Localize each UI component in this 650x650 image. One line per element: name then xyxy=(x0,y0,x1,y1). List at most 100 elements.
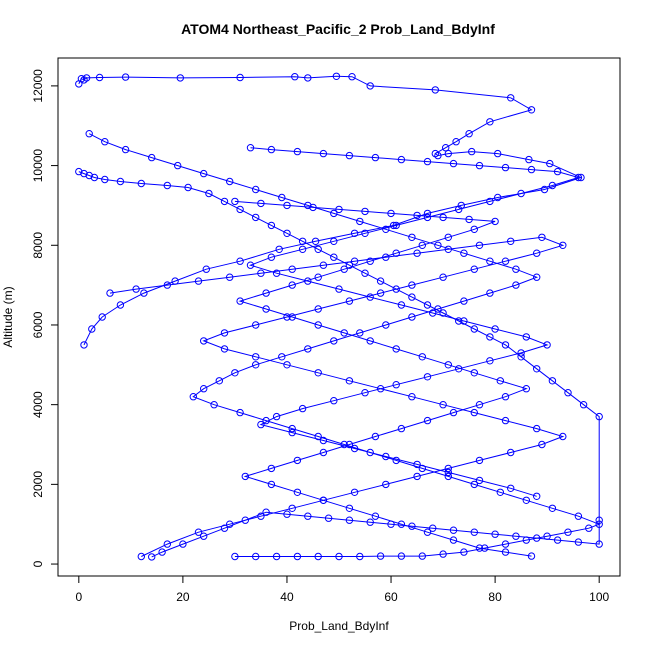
data-point xyxy=(439,550,447,558)
data-point xyxy=(366,518,374,526)
data-point xyxy=(444,245,452,254)
data-point xyxy=(501,341,510,349)
series-line xyxy=(78,75,583,346)
x-tick-label: 100 xyxy=(589,590,609,604)
data-point xyxy=(460,249,468,257)
data-point xyxy=(512,532,520,540)
data-point xyxy=(439,273,447,281)
data-point xyxy=(444,233,452,242)
y-tick-label: 10000 xyxy=(31,149,45,183)
data-point xyxy=(486,197,494,206)
data-point xyxy=(491,217,499,226)
data-point xyxy=(423,301,432,309)
data-point xyxy=(236,73,244,82)
data-point xyxy=(309,203,317,212)
data-point xyxy=(184,183,192,192)
data-point xyxy=(324,514,333,522)
data-point xyxy=(470,408,478,417)
data-point xyxy=(444,361,452,369)
data-point xyxy=(442,144,450,152)
data-point xyxy=(332,72,341,81)
data-point xyxy=(413,249,421,257)
data-point xyxy=(494,149,502,158)
data-point xyxy=(376,385,385,393)
data-point xyxy=(293,488,302,496)
x-tick-label: 60 xyxy=(384,590,398,604)
data-point xyxy=(298,237,307,246)
data-point xyxy=(189,393,198,401)
data-point xyxy=(496,377,504,385)
x-axis-label: Prob_Land_BdyInf xyxy=(289,619,389,633)
data-point xyxy=(501,163,510,172)
data-point xyxy=(283,201,291,210)
data-point xyxy=(392,345,400,353)
data-point xyxy=(382,480,390,489)
data-point xyxy=(486,357,494,365)
y-tick-label: 2000 xyxy=(31,471,45,498)
data-point xyxy=(418,353,426,361)
series-line xyxy=(88,133,601,557)
data-point xyxy=(366,448,374,457)
data-point xyxy=(423,213,432,222)
data-point xyxy=(574,538,583,546)
data-point xyxy=(220,197,229,206)
data-point xyxy=(361,389,369,397)
data-point xyxy=(501,540,510,548)
data-point xyxy=(475,161,484,170)
data-point xyxy=(486,333,494,341)
data-point xyxy=(257,199,265,208)
data-point xyxy=(392,381,400,389)
data-point xyxy=(486,289,494,297)
data-point xyxy=(314,305,322,313)
data-point xyxy=(408,313,416,321)
data-point xyxy=(507,237,515,246)
data-point xyxy=(275,245,283,254)
data-point xyxy=(246,261,255,269)
data-point xyxy=(304,201,312,210)
data-point xyxy=(200,532,208,540)
data-point xyxy=(340,265,348,273)
data-point xyxy=(210,401,218,409)
series-line xyxy=(109,236,565,557)
data-point xyxy=(121,73,130,81)
data-point xyxy=(278,193,286,202)
data-point xyxy=(288,504,296,512)
data-point xyxy=(525,155,533,164)
data-point xyxy=(491,325,499,333)
data-point xyxy=(564,528,572,536)
data-point xyxy=(348,73,356,81)
data-point xyxy=(512,281,520,289)
data-point xyxy=(475,241,484,250)
data-point xyxy=(475,476,484,485)
data-point xyxy=(304,74,312,82)
data-point xyxy=(361,229,369,238)
data-point xyxy=(350,444,359,453)
data-point xyxy=(553,167,562,176)
data-point xyxy=(350,488,359,496)
data-point xyxy=(418,464,426,473)
data-point xyxy=(314,321,322,329)
data-point xyxy=(533,492,541,500)
data-point xyxy=(517,353,525,361)
data-point xyxy=(595,520,603,528)
data-point xyxy=(538,233,546,242)
data-point xyxy=(267,221,276,230)
data-point xyxy=(522,333,530,341)
data-series xyxy=(85,130,603,561)
data-point xyxy=(574,512,583,520)
data-point xyxy=(475,456,484,465)
chart-title: ATOM4 Northeast_Pacific_2 Prob_Land_BdyI… xyxy=(181,21,495,37)
data-point xyxy=(501,548,510,556)
y-axis: 0 2000 4000 6000 8000 10000 12000 xyxy=(31,69,59,567)
data-point xyxy=(231,552,239,561)
data-point xyxy=(501,416,510,425)
data-point xyxy=(418,552,426,560)
data-point xyxy=(163,540,172,548)
data-point xyxy=(533,424,541,433)
data-point xyxy=(470,325,478,333)
data-point xyxy=(350,257,359,265)
data-point xyxy=(262,289,270,297)
data-point xyxy=(200,169,208,178)
data-point xyxy=(340,329,348,337)
data-point xyxy=(423,373,432,381)
